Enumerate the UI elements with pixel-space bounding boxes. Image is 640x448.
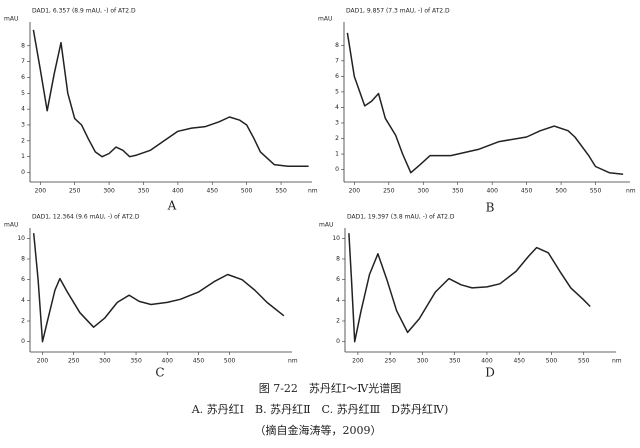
x-tick-label: 550	[590, 188, 602, 195]
y-tick-label: 6	[335, 73, 339, 80]
x-tick-label: 200	[37, 358, 49, 365]
x-tick-label: 400	[486, 188, 498, 195]
y-axis-label: mAU	[319, 222, 333, 229]
spectrum-line	[32, 29, 309, 167]
x-axis-label: nm	[288, 358, 298, 365]
x-tick-label: 200	[35, 188, 47, 195]
y-tick-label: 10	[332, 235, 340, 242]
y-tick-label: 4	[21, 106, 25, 113]
y-tick-label: 1	[21, 153, 25, 160]
panel-label: C	[155, 366, 164, 380]
y-tick-label: 5	[335, 88, 339, 95]
caption-title: 图 7-22 苏丹红Ⅰ～Ⅳ光谱图	[259, 381, 402, 395]
x-tick-label: 400	[172, 188, 184, 195]
y-tick-label: 4	[21, 297, 25, 304]
panel-label: D	[485, 366, 495, 380]
x-tick-label: 250	[69, 188, 81, 195]
y-tick-label: 5	[21, 90, 25, 97]
x-tick-label: 350	[449, 358, 461, 365]
x-tick-label: 450	[207, 188, 219, 195]
spectrum-line	[32, 233, 285, 343]
spectrum-line	[346, 32, 624, 175]
x-tick-label: 300	[103, 188, 115, 195]
x-tick-label: 450	[521, 188, 533, 195]
y-tick-label: 0	[21, 338, 25, 345]
y-tick-label: 2	[335, 135, 339, 142]
y-tick-label: 3	[335, 119, 339, 126]
panel-label: B	[486, 201, 495, 215]
y-tick-label: 2	[21, 137, 25, 144]
y-tick-label: 6	[21, 276, 25, 283]
x-tick-label: 200	[352, 358, 364, 365]
x-tick-label: 300	[418, 188, 430, 195]
caption-legend: A. 苏丹红Ⅰ B. 苏丹红Ⅱ C. 苏丹红Ⅲ D苏丹红Ⅳ)	[191, 403, 449, 416]
x-axis-label: nm	[612, 358, 622, 365]
chart-title: DAD1, 19.397 (3.8 mAU, -) of AT2.D	[347, 214, 455, 221]
x-tick-label: 250	[384, 358, 396, 365]
chart-title: DAD1, 12.364 (9.6 mAU, -) of AT2.D	[32, 214, 140, 221]
x-tick-label: 450	[193, 358, 205, 365]
y-tick-label: 7	[21, 58, 25, 65]
x-tick-label: 250	[68, 358, 80, 365]
x-axis-label: nm	[308, 188, 318, 195]
y-tick-label: 0	[336, 338, 340, 345]
y-tick-label: 8	[336, 256, 340, 263]
y-tick-label: 4	[335, 104, 339, 111]
y-tick-label: 2	[336, 318, 340, 325]
y-tick-label: 6	[336, 276, 340, 283]
x-tick-label: 500	[224, 358, 236, 365]
x-tick-label: 400	[481, 358, 493, 365]
y-tick-label: 1	[335, 151, 339, 158]
x-tick-label: 500	[241, 188, 253, 195]
x-tick-label: 250	[383, 188, 395, 195]
x-tick-label: 300	[417, 358, 429, 365]
x-tick-label: 200	[349, 188, 361, 195]
y-tick-label: 3	[21, 121, 25, 128]
y-tick-label: 0	[335, 166, 339, 173]
x-tick-label: 500	[546, 358, 558, 365]
y-axis-label: mAU	[4, 222, 18, 229]
x-tick-label: 550	[275, 188, 287, 195]
chart-title: DAD1, 6.357 (8.9 mAU, -) of AT2.D	[32, 8, 136, 15]
y-tick-label: 10	[17, 235, 25, 242]
x-tick-label: 450	[513, 358, 525, 365]
x-tick-label: 300	[99, 358, 111, 365]
panel-label: A	[167, 199, 177, 213]
y-axis-label: mAU	[318, 16, 332, 23]
y-tick-label: 4	[336, 297, 340, 304]
x-tick-label: 500	[555, 188, 567, 195]
x-tick-label: 400	[162, 358, 174, 365]
x-tick-label: 350	[130, 358, 142, 365]
x-tick-label: 550	[578, 358, 590, 365]
x-tick-label: 350	[138, 188, 150, 195]
y-tick-label: 8	[21, 42, 25, 49]
spectrum-line	[348, 233, 591, 343]
y-tick-label: 8	[21, 256, 25, 263]
x-tick-label: 350	[452, 188, 464, 195]
y-axis-label: mAU	[4, 16, 18, 23]
chart-title: DAD1, 9.857 (7.3 mAU, -) of AT2.D	[346, 8, 450, 15]
x-axis-label: nm	[626, 188, 636, 195]
y-tick-label: 6	[21, 74, 25, 81]
y-tick-label: 0	[21, 169, 25, 176]
y-tick-label: 7	[335, 57, 339, 64]
caption-source: （摘自金海涛等，2009）	[255, 423, 382, 437]
y-tick-label: 2	[21, 318, 25, 325]
y-tick-label: 8	[335, 42, 339, 49]
